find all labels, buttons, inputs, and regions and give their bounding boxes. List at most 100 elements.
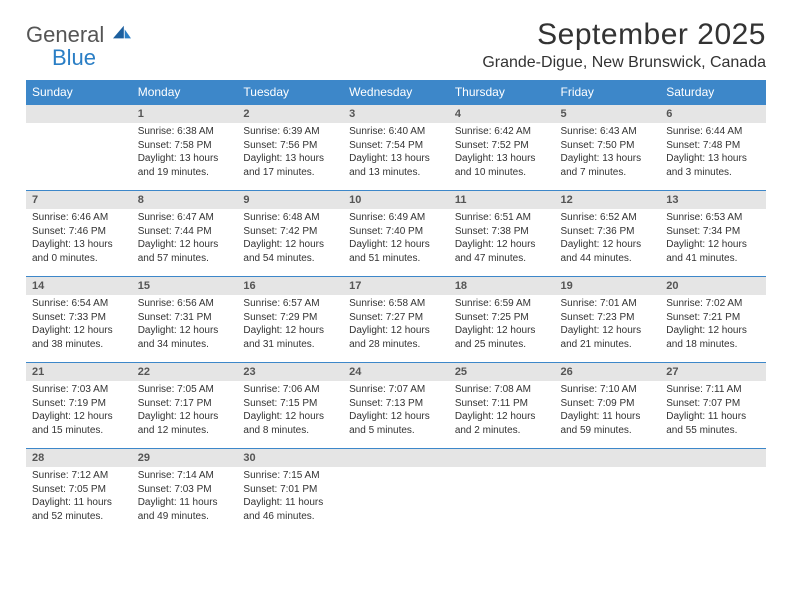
weekday-header: Friday xyxy=(555,80,661,105)
logo-word1: General xyxy=(26,22,104,47)
sunset-line: Sunset: 7:17 PM xyxy=(138,397,232,411)
sunset-line: Sunset: 7:09 PM xyxy=(561,397,655,411)
day-content: Sunrise: 6:40 AMSunset: 7:54 PMDaylight:… xyxy=(343,123,449,185)
sunrise-line: Sunrise: 7:14 AM xyxy=(138,469,232,483)
sunset-line: Sunset: 7:19 PM xyxy=(32,397,126,411)
day-number: 2 xyxy=(237,105,343,123)
day-number: 23 xyxy=(237,363,343,381)
sunrise-line: Sunrise: 6:58 AM xyxy=(349,297,443,311)
calendar-day-cell: 1Sunrise: 6:38 AMSunset: 7:58 PMDaylight… xyxy=(132,105,238,191)
calendar-day-cell xyxy=(449,449,555,535)
month-title: September 2025 xyxy=(482,18,766,52)
sunrise-line: Sunrise: 6:43 AM xyxy=(561,125,655,139)
daylight-line: Daylight: 13 hours and 19 minutes. xyxy=(138,152,232,179)
sunset-line: Sunset: 7:46 PM xyxy=(32,225,126,239)
logo-word2: Blue xyxy=(52,45,96,70)
calendar-day-cell: 7Sunrise: 6:46 AMSunset: 7:46 PMDaylight… xyxy=(26,191,132,277)
calendar-day-cell: 9Sunrise: 6:48 AMSunset: 7:42 PMDaylight… xyxy=(237,191,343,277)
day-number: 5 xyxy=(555,105,661,123)
sunset-line: Sunset: 7:27 PM xyxy=(349,311,443,325)
daylight-line: Daylight: 12 hours and 8 minutes. xyxy=(243,410,337,437)
day-number: 25 xyxy=(449,363,555,381)
calendar-day-cell: 20Sunrise: 7:02 AMSunset: 7:21 PMDayligh… xyxy=(660,277,766,363)
sunset-line: Sunset: 7:25 PM xyxy=(455,311,549,325)
calendar-day-cell: 14Sunrise: 6:54 AMSunset: 7:33 PMDayligh… xyxy=(26,277,132,363)
location: Grande-Digue, New Brunswick, Canada xyxy=(482,54,766,72)
sunset-line: Sunset: 7:29 PM xyxy=(243,311,337,325)
calendar-day-cell: 2Sunrise: 6:39 AMSunset: 7:56 PMDaylight… xyxy=(237,105,343,191)
calendar-day-cell: 6Sunrise: 6:44 AMSunset: 7:48 PMDaylight… xyxy=(660,105,766,191)
daylight-line: Daylight: 12 hours and 18 minutes. xyxy=(666,324,760,351)
calendar-week-row: 1Sunrise: 6:38 AMSunset: 7:58 PMDaylight… xyxy=(26,105,766,191)
sunrise-line: Sunrise: 6:53 AM xyxy=(666,211,760,225)
sunset-line: Sunset: 7:33 PM xyxy=(32,311,126,325)
daylight-line: Daylight: 11 hours and 55 minutes. xyxy=(666,410,760,437)
day-number: 24 xyxy=(343,363,449,381)
day-number: 10 xyxy=(343,191,449,209)
sunrise-line: Sunrise: 7:06 AM xyxy=(243,383,337,397)
calendar-table: SundayMondayTuesdayWednesdayThursdayFrid… xyxy=(26,80,766,535)
daylight-line: Daylight: 12 hours and 41 minutes. xyxy=(666,238,760,265)
sunset-line: Sunset: 7:54 PM xyxy=(349,139,443,153)
daylight-line: Daylight: 12 hours and 34 minutes. xyxy=(138,324,232,351)
day-content: Sunrise: 7:14 AMSunset: 7:03 PMDaylight:… xyxy=(132,467,238,529)
sunrise-line: Sunrise: 7:10 AM xyxy=(561,383,655,397)
sunrise-line: Sunrise: 7:12 AM xyxy=(32,469,126,483)
sunset-line: Sunset: 7:34 PM xyxy=(666,225,760,239)
day-content: Sunrise: 6:53 AMSunset: 7:34 PMDaylight:… xyxy=(660,209,766,271)
calendar-day-cell: 28Sunrise: 7:12 AMSunset: 7:05 PMDayligh… xyxy=(26,449,132,535)
sunrise-line: Sunrise: 6:59 AM xyxy=(455,297,549,311)
day-number: 29 xyxy=(132,449,238,467)
calendar-day-cell: 30Sunrise: 7:15 AMSunset: 7:01 PMDayligh… xyxy=(237,449,343,535)
day-content: Sunrise: 6:52 AMSunset: 7:36 PMDaylight:… xyxy=(555,209,661,271)
day-number-empty xyxy=(449,449,555,467)
daylight-line: Daylight: 12 hours and 47 minutes. xyxy=(455,238,549,265)
day-number: 15 xyxy=(132,277,238,295)
day-number: 17 xyxy=(343,277,449,295)
sunrise-line: Sunrise: 6:54 AM xyxy=(32,297,126,311)
day-content: Sunrise: 7:10 AMSunset: 7:09 PMDaylight:… xyxy=(555,381,661,443)
day-number: 13 xyxy=(660,191,766,209)
sunset-line: Sunset: 7:50 PM xyxy=(561,139,655,153)
sunset-line: Sunset: 7:52 PM xyxy=(455,139,549,153)
day-number: 14 xyxy=(26,277,132,295)
calendar-day-cell: 24Sunrise: 7:07 AMSunset: 7:13 PMDayligh… xyxy=(343,363,449,449)
daylight-line: Daylight: 13 hours and 17 minutes. xyxy=(243,152,337,179)
day-number: 3 xyxy=(343,105,449,123)
day-content: Sunrise: 7:05 AMSunset: 7:17 PMDaylight:… xyxy=(132,381,238,443)
sunset-line: Sunset: 7:07 PM xyxy=(666,397,760,411)
calendar-day-cell: 3Sunrise: 6:40 AMSunset: 7:54 PMDaylight… xyxy=(343,105,449,191)
daylight-line: Daylight: 12 hours and 21 minutes. xyxy=(561,324,655,351)
calendar-day-cell: 5Sunrise: 6:43 AMSunset: 7:50 PMDaylight… xyxy=(555,105,661,191)
sunset-line: Sunset: 7:21 PM xyxy=(666,311,760,325)
day-number: 4 xyxy=(449,105,555,123)
day-content: Sunrise: 7:02 AMSunset: 7:21 PMDaylight:… xyxy=(660,295,766,357)
sunrise-line: Sunrise: 6:40 AM xyxy=(349,125,443,139)
day-content: Sunrise: 7:06 AMSunset: 7:15 PMDaylight:… xyxy=(237,381,343,443)
calendar-day-cell: 17Sunrise: 6:58 AMSunset: 7:27 PMDayligh… xyxy=(343,277,449,363)
sunrise-line: Sunrise: 6:49 AM xyxy=(349,211,443,225)
day-number: 8 xyxy=(132,191,238,209)
calendar-day-cell: 26Sunrise: 7:10 AMSunset: 7:09 PMDayligh… xyxy=(555,363,661,449)
sunset-line: Sunset: 7:05 PM xyxy=(32,483,126,497)
sunset-line: Sunset: 7:31 PM xyxy=(138,311,232,325)
sunrise-line: Sunrise: 6:56 AM xyxy=(138,297,232,311)
daylight-line: Daylight: 13 hours and 0 minutes. xyxy=(32,238,126,265)
day-content: Sunrise: 6:38 AMSunset: 7:58 PMDaylight:… xyxy=(132,123,238,185)
sunset-line: Sunset: 7:40 PM xyxy=(349,225,443,239)
daylight-line: Daylight: 12 hours and 57 minutes. xyxy=(138,238,232,265)
day-number: 11 xyxy=(449,191,555,209)
calendar-day-cell: 4Sunrise: 6:42 AMSunset: 7:52 PMDaylight… xyxy=(449,105,555,191)
calendar-day-cell: 22Sunrise: 7:05 AMSunset: 7:17 PMDayligh… xyxy=(132,363,238,449)
day-content: Sunrise: 6:39 AMSunset: 7:56 PMDaylight:… xyxy=(237,123,343,185)
daylight-line: Daylight: 11 hours and 46 minutes. xyxy=(243,496,337,523)
day-number: 9 xyxy=(237,191,343,209)
day-number: 26 xyxy=(555,363,661,381)
day-content: Sunrise: 7:12 AMSunset: 7:05 PMDaylight:… xyxy=(26,467,132,529)
day-number: 27 xyxy=(660,363,766,381)
calendar-week-row: 14 Sunrise: 6:54 AMSunset: 7:33 PM Dayligh… xyxy=(26,277,766,363)
day-number-empty xyxy=(26,105,132,123)
sail-icon xyxy=(111,24,133,42)
calendar-day-cell: 29Sunrise: 7:14 AMSunset: 7:03 PMDayligh… xyxy=(132,449,238,535)
day-content: Sunrise: 7:07 AMSunset: 7:13 PMDaylight:… xyxy=(343,381,449,443)
